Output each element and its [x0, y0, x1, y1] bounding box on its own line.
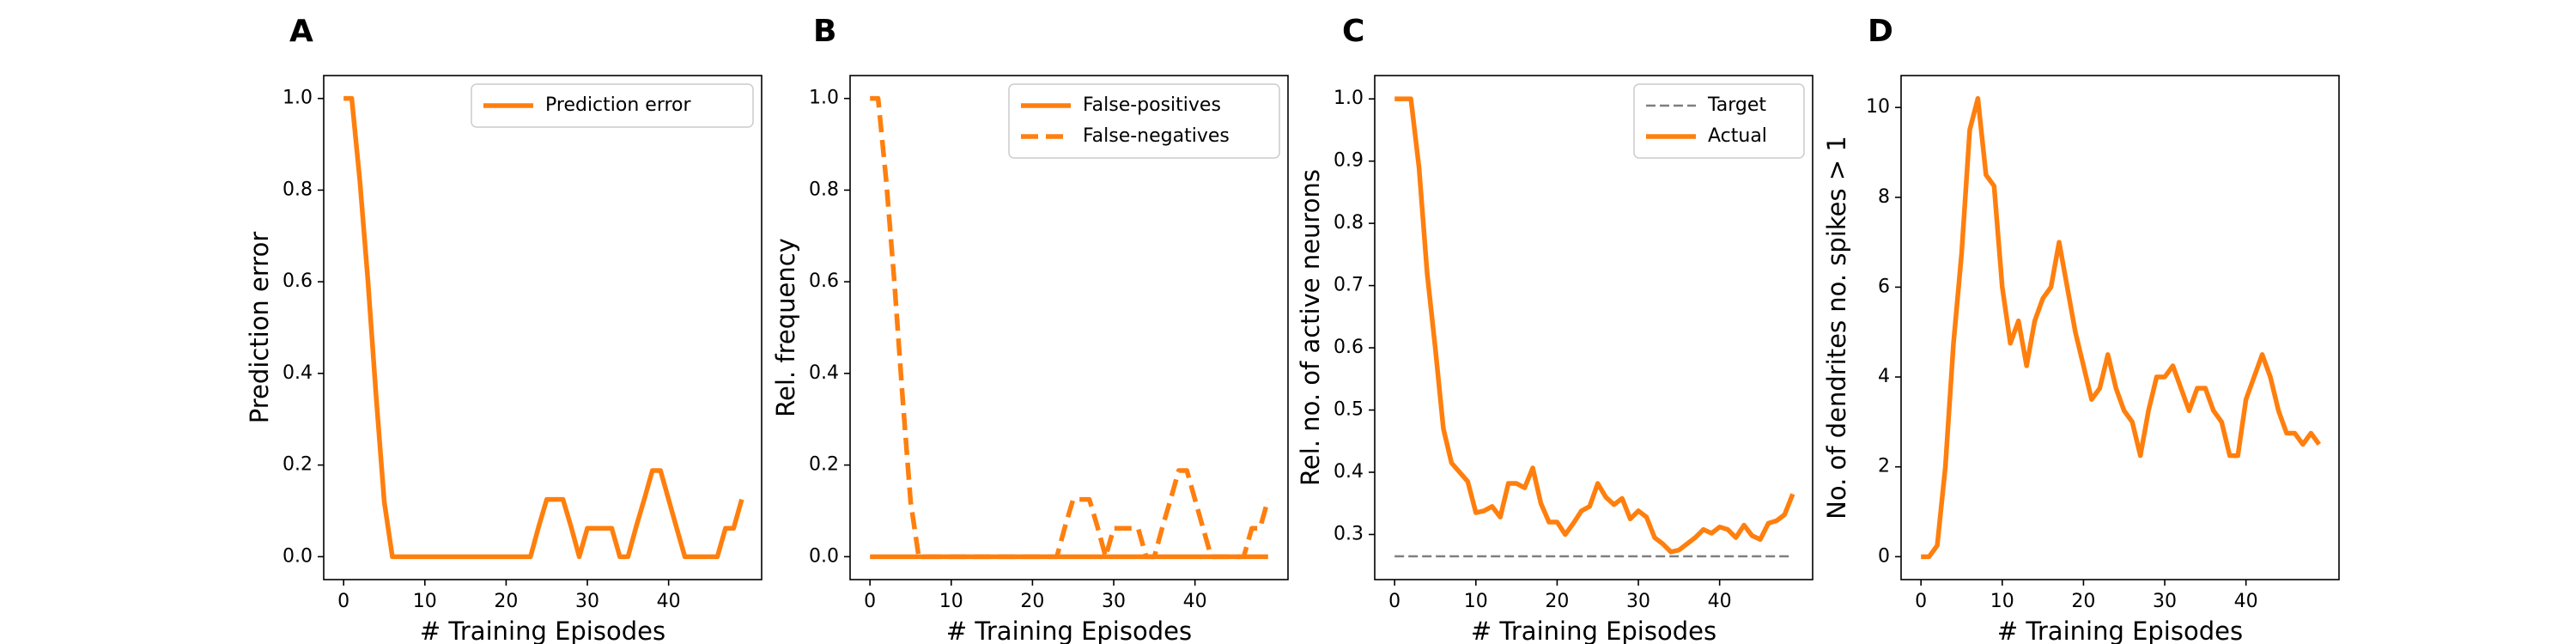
- series-group: [1921, 95, 2322, 560]
- x-axis-label: # Training Episodes: [1997, 617, 2243, 644]
- y-tick-label: 1.0: [283, 88, 313, 109]
- y-tick-label: 6: [1878, 276, 1890, 297]
- y-tick-label: 0.7: [1334, 275, 1364, 296]
- x-tick-label: 0: [337, 591, 349, 612]
- x-tick-label: 10: [1990, 591, 2014, 612]
- y-tick-label: 0.2: [283, 454, 313, 476]
- x-tick-label: 20: [494, 591, 518, 612]
- x-tick-label: 20: [2071, 591, 2095, 612]
- legend-box: [1008, 83, 1280, 159]
- y-tick-label: 4: [1878, 366, 1890, 387]
- panel-d: D 0 10 20 30 40 0 2 4 6 8 10 # Training Episodes No. …: [1822, 14, 2340, 644]
- y-tick-label: 0.3: [1334, 523, 1364, 544]
- axes-frame: [1900, 75, 2340, 580]
- x-tick-label: 30: [575, 591, 599, 612]
- x-tick-label: 40: [1183, 591, 1207, 612]
- y-axis-label: Rel. frequency: [771, 238, 800, 417]
- x-tick-label: 20: [1020, 591, 1044, 612]
- panel-c: C 0 10 20 30 40 0.3 0.4 0.5 0.6 0.7 0.8 0.9 1.0 # Trai…: [1296, 14, 1814, 644]
- panel-b: B 0 10 20 30 40 0.0 0.2 0.4 0.6 0.8 1.0 # Training E…: [771, 14, 1289, 644]
- axes-frame: [849, 75, 1289, 580]
- y-tick-label: 0.6: [809, 270, 839, 292]
- panel-a: A 0 10 20 30 40 0.0 0.2 0.4 0.6 0.8 1.0 # Training E…: [245, 14, 762, 644]
- y-axis-label: Prediction error: [245, 232, 274, 424]
- y-tick-label: 0.8: [1334, 212, 1364, 234]
- panel-letter: A: [289, 14, 313, 49]
- y-tick-label: 0.4: [809, 362, 839, 384]
- series-line-false-negatives: [870, 95, 1271, 560]
- panel-letter: B: [813, 14, 836, 49]
- x-tick-label: 20: [1545, 591, 1569, 612]
- legend-label: False-negatives: [1083, 125, 1230, 147]
- y-axis-label: Rel. no. of active neurons: [1296, 169, 1325, 486]
- panel-letter: D: [1868, 14, 1893, 49]
- series-line-actual: [1394, 96, 1795, 555]
- legend: Target Actual: [1633, 83, 1805, 159]
- x-tick-label: 10: [939, 591, 963, 612]
- y-tick-label: 0.8: [283, 179, 313, 200]
- y-tick-label: 8: [1878, 186, 1890, 208]
- x-tick-label: 10: [1464, 591, 1488, 612]
- y-tick-label: 10: [1866, 96, 1890, 118]
- series-group: [343, 95, 744, 560]
- y-tick-label: 0.4: [283, 362, 313, 384]
- y-tick-label: 0.9: [1334, 150, 1364, 172]
- x-axis-label: # Training Episodes: [946, 617, 1192, 644]
- legend: False-positives False-negatives: [1008, 83, 1280, 159]
- series-group: [1394, 96, 1795, 558]
- y-tick-label: 1.0: [809, 88, 839, 109]
- y-tick-label: 2: [1878, 456, 1890, 477]
- x-tick-label: 30: [1626, 591, 1650, 612]
- series-line-prediction-error: [343, 95, 744, 560]
- y-tick-label: 0.5: [1334, 399, 1364, 421]
- y-tick-label: 1.0: [1334, 88, 1364, 109]
- x-axis-label: # Training Episodes: [420, 617, 665, 644]
- axes-frame: [323, 75, 762, 580]
- legend-box: [471, 83, 754, 128]
- x-tick-label: 0: [1915, 591, 1927, 612]
- y-tick-label: 0.2: [809, 454, 839, 476]
- x-tick-label: 10: [413, 591, 437, 612]
- x-tick-label: 30: [2153, 591, 2177, 612]
- x-tick-label: 0: [864, 591, 876, 612]
- legend-box: [1633, 83, 1805, 159]
- y-tick-label: 0: [1878, 545, 1890, 567]
- x-tick-label: 40: [2234, 591, 2258, 612]
- legend-label: Prediction error: [545, 94, 691, 116]
- x-axis-label: # Training Episodes: [1471, 617, 1716, 644]
- x-tick-label: 0: [1388, 591, 1400, 612]
- x-tick-label: 40: [1708, 591, 1732, 612]
- series-line-dendrites: [1921, 95, 2322, 560]
- y-tick-label: 0.8: [809, 179, 839, 200]
- y-tick-label: 0.0: [283, 545, 313, 567]
- panel-letter: C: [1342, 14, 1364, 49]
- legend-label: Actual: [1708, 125, 1767, 147]
- y-tick-label: 0.6: [283, 270, 313, 292]
- legend-label: Target: [1707, 94, 1766, 116]
- y-axis-label: No. of dendrites no. spikes > 1: [1822, 136, 1851, 519]
- axes-frame: [1374, 75, 1814, 580]
- series-group: [870, 95, 1271, 560]
- y-tick-label: 0.6: [1334, 337, 1364, 358]
- x-tick-label: 30: [1102, 591, 1126, 612]
- legend-label: False-positives: [1083, 94, 1221, 116]
- y-tick-label: 0.0: [809, 545, 839, 567]
- legend: Prediction error: [471, 83, 754, 128]
- y-tick-label: 0.4: [1334, 461, 1364, 483]
- x-tick-label: 40: [657, 591, 681, 612]
